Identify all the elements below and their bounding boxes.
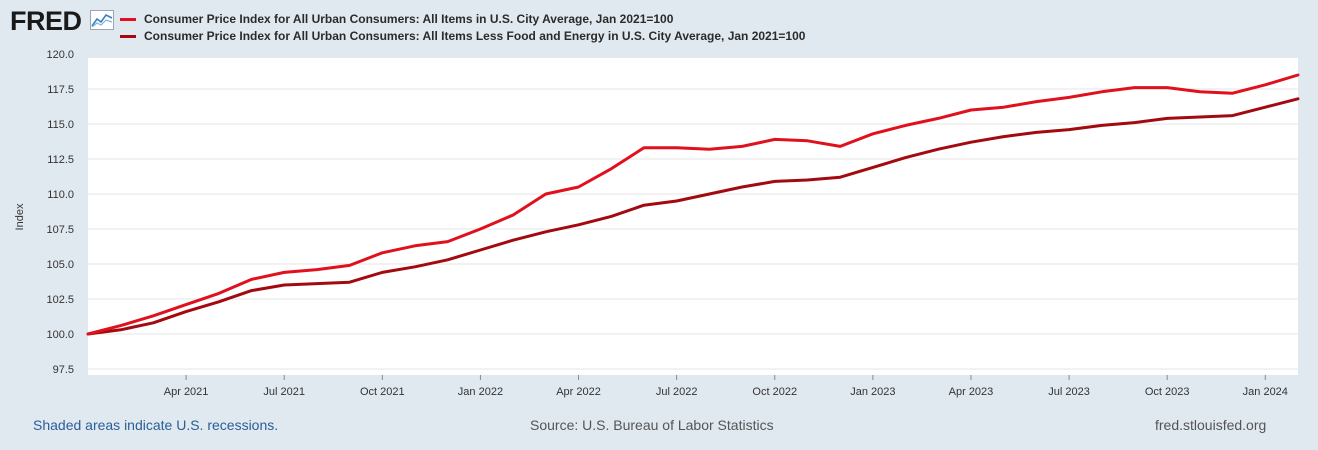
x-tick-label: Jan 2023 [850,386,895,398]
y-tick-label: 120.0 [46,49,74,61]
y-tick-label: 112.5 [47,154,74,166]
fred-logo-chart-icon [90,10,114,30]
x-tick-label: Apr 2022 [556,386,601,398]
y-tick-label: 117.5 [47,84,74,96]
recession-note: Shaded areas indicate U.S. recessions. [33,417,279,433]
x-tick-label: Jul 2021 [263,386,305,398]
y-axis-ticks: 97.5 100.0 102.5 105.0 107.5 110.0 112.5 115.0 1… [46,49,74,376]
y-tick-label: 115.0 [47,119,74,131]
x-tick-label: Jan 2022 [458,386,503,398]
line-chart: 97.5 100.0 102.5 105.0 107.5 110.0 112.5 115.0 1… [14,49,1300,398]
plot-area [88,58,1298,375]
series-line-cpi-core[interactable] [86,97,1300,336]
legend-item-cpi-all-items[interactable]: Consumer Price Index for All Urban Consu… [120,12,673,26]
y-tick-label: 110.0 [47,189,74,201]
legend-item-cpi-core[interactable]: Consumer Price Index for All Urban Consu… [120,29,805,43]
x-axis-ticks: Apr 2021 Jul 2021 Oct 2021 Jan 2022 Apr 2022… [164,375,1288,398]
x-tick-label: Oct 2021 [360,386,405,398]
x-tick-label: Jul 2023 [1048,386,1090,398]
y-tick-label: 107.5 [46,224,74,236]
x-tick-label: Jan 2024 [1243,386,1288,398]
fred-logo[interactable]: FRED [10,6,82,36]
x-tick-label: Jul 2022 [656,386,698,398]
series-lines [86,73,1300,336]
y-axis-label: Index [14,203,26,230]
x-tick-label: Oct 2023 [1145,386,1190,398]
legend-swatch-cpi-all-items [120,17,136,21]
legend-label-cpi-core: Consumer Price Index for All Urban Consu… [144,29,806,43]
x-tick-label: Apr 2021 [164,386,209,398]
y-tick-label: 97.5 [53,364,74,376]
series-line-cpi-all-items[interactable] [86,73,1300,336]
legend-label-cpi-all-items: Consumer Price Index for All Urban Consu… [144,12,674,26]
y-tick-label: 102.5 [46,294,74,306]
x-tick-label: Apr 2023 [949,386,994,398]
gridlines [88,53,1298,370]
y-tick-label: 100.0 [46,329,74,341]
source-note: Source: U.S. Bureau of Labor Statistics [530,417,774,433]
legend-swatch-cpi-core [120,34,136,38]
x-tick-label: Oct 2022 [752,386,797,398]
y-tick-label: 105.0 [46,259,74,271]
fred-url-link[interactable]: fred.stlouisfed.org [1155,417,1267,433]
